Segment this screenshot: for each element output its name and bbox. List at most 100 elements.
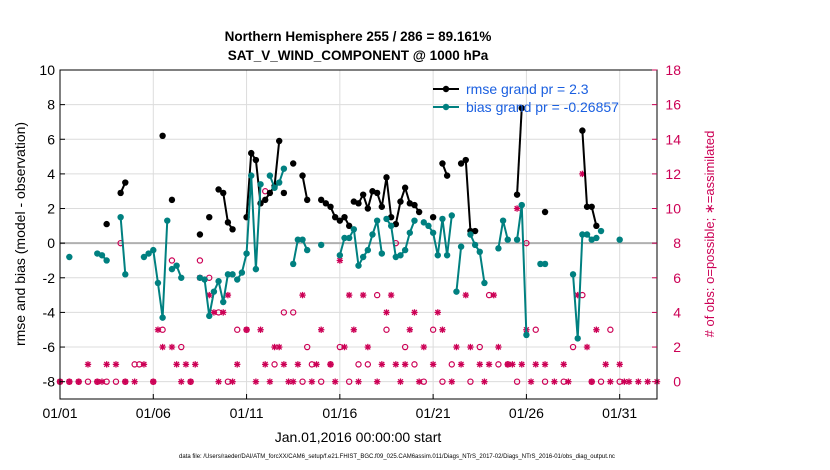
bias-point [383,215,390,223]
rmse-point [331,213,339,221]
bias-line [268,168,285,189]
bias-point [140,253,148,261]
rmse-point [429,213,437,221]
bias-point [359,253,367,261]
obs-assimilated-marker [565,378,572,385]
obs-assimilated-marker [243,326,250,333]
obs-assimilated-marker [252,378,260,385]
rmse-point [457,160,465,167]
obs-assimilated-marker [560,361,567,368]
bias-point [257,181,264,188]
bias-point [117,213,124,221]
y2-tick-label: 8 [673,235,681,251]
plot-frame [59,69,658,400]
bias-point [238,269,246,276]
y-tick-label: 0 [47,235,55,251]
obs-assimilated-marker [355,378,362,385]
obs-possible-marker [467,378,474,385]
bias-point [364,246,372,254]
obs-assimilated-marker [462,291,469,299]
obs-possible-marker [271,361,278,368]
obs-possible-marker [168,257,176,264]
obs-assimilated-marker [159,343,166,351]
obs-assimilated-marker [66,378,73,385]
rmse-point [327,203,334,210]
rmse-point [443,172,451,179]
rmse-point [588,203,595,210]
obs-assimilated-marker [271,343,278,351]
x-tick-label: 01/21 [416,405,451,421]
bias-point [597,227,605,235]
obs-assimilated-marker [131,378,138,385]
bias-point [98,252,106,259]
obs-assimilated-marker [541,361,549,368]
obs-assimilated-marker [150,378,157,385]
bias-point [453,288,460,295]
rmse-point [411,201,418,209]
bias-point [429,229,437,236]
bias-point [164,217,171,224]
bias-point [173,262,180,269]
rmse-point [518,104,525,112]
rmse-point [364,205,372,212]
bias-point [411,217,418,224]
bias-point [467,231,474,238]
obs-assimilated-marker [406,326,414,333]
bias-point [294,236,302,243]
obs-assimilated-marker [154,326,162,333]
obs-possible-marker [607,326,614,333]
bias-line [455,246,463,292]
obs-assimilated-marker [504,361,511,368]
bias-point [154,279,162,287]
bias-point [387,222,395,230]
bias-point [369,231,376,238]
bias-point [476,248,483,256]
bias-point [397,252,404,259]
y-tick-label: 8 [47,97,55,113]
rmse-point [299,172,306,179]
obs-assimilated-marker [182,361,190,368]
obs-possible-marker [448,361,455,368]
y2-tick-label: 18 [665,62,681,78]
bias-point [234,276,241,283]
obs-assimilated-marker [122,378,129,385]
plot-area: 01/01 01/06 01/11 01/16 01/21 01/26 01/31 -8 -6 -… [39,62,681,421]
obs-assimilated-marker [336,257,344,264]
bias-point [229,271,236,278]
y2-tick-label: 6 [673,270,681,286]
obs-possible-marker [280,309,288,316]
bias-point [168,265,176,273]
obs-possible-marker [597,378,605,385]
obs-assimilated-marker [607,378,614,385]
obs-assimilated-marker [178,378,185,385]
bias-point [541,260,549,268]
bias-point [215,278,222,285]
bias-point [266,172,274,179]
obs-assimilated-marker [215,378,222,385]
rmse-point [117,189,124,197]
obs-assimilated-marker [490,291,497,299]
obs-assimilated-marker [467,343,474,351]
obs-assimilated-marker [341,343,348,351]
bias-point [420,219,427,226]
obs-possible-marker [401,343,409,351]
obs-possible-marker [355,361,362,368]
obs-assimilated-marker [345,291,353,299]
obs-assimilated-marker [280,361,288,368]
obs-assimilated-marker [262,361,269,368]
bias-point [206,312,213,320]
x-axis-label: Jan.01,2016 00:00:00 start [275,429,442,445]
obs-assimilated-marker [173,361,180,368]
rmse-point [122,179,129,186]
obs-possible-marker [411,361,418,368]
obs-assimilated-marker [583,343,591,351]
obs-assimilated-marker [495,343,502,351]
chart-subtitle: SAT_V_WIND_COMPONENT @ 1000 hPa [228,48,489,63]
bias-line [469,234,486,284]
x-tick-label: 01/16 [322,405,357,421]
obs-assimilated-marker [317,326,325,333]
y2-tick-label: 2 [673,339,681,355]
obs-assimilated-marker [168,343,176,351]
bias-point [290,260,297,268]
obs-assimilated-marker [448,378,455,385]
